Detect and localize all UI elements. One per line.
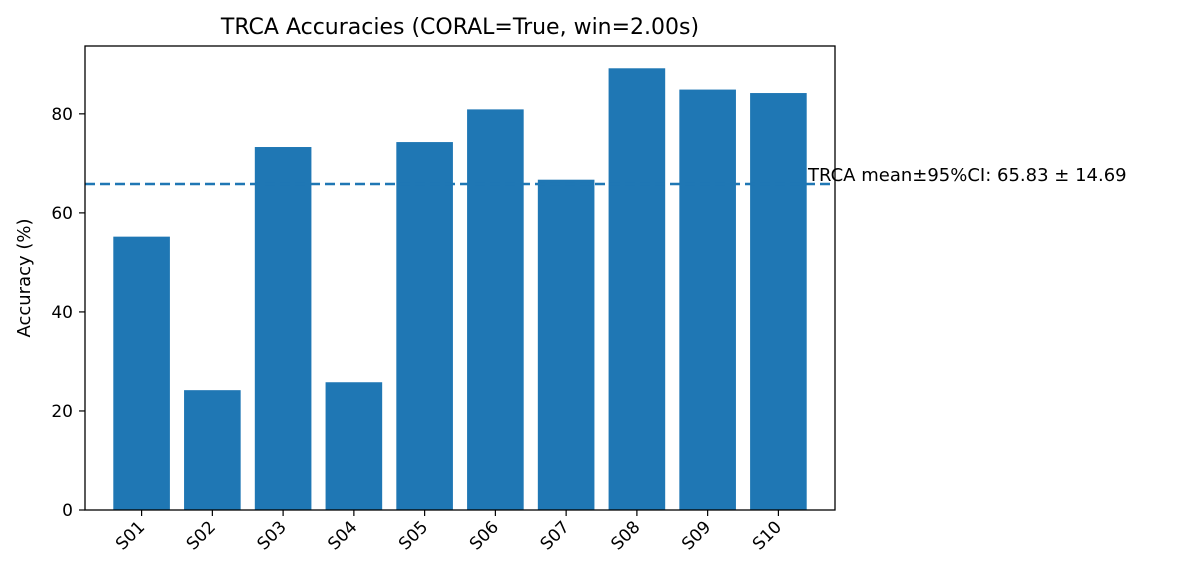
bar-s06	[467, 109, 524, 511]
bar-s05	[396, 142, 453, 510]
bar-s02	[184, 390, 241, 510]
bar-s04	[325, 382, 383, 510]
x-tick-label: S08	[607, 517, 644, 554]
y-tick-label: 0	[62, 501, 73, 521]
y-tick-label: 80	[51, 105, 73, 125]
x-tick-label: S04	[324, 517, 361, 554]
x-tick-label: S10	[749, 517, 786, 554]
x-tick-label: S02	[183, 517, 220, 554]
y-tick-label: 20	[51, 402, 73, 422]
x-tick-label: S09	[678, 517, 715, 554]
bars-group	[113, 68, 807, 511]
x-tick-label: S05	[395, 517, 432, 554]
bar-s03	[254, 147, 312, 511]
chart-title: TRCA Accuracies (CORAL=True, win=2.00s)	[220, 15, 699, 40]
bar-s07	[537, 179, 595, 510]
bar-s01	[113, 236, 170, 511]
x-tick-label: S06	[466, 517, 503, 554]
bar-s08	[608, 68, 666, 511]
y-tick-label: 60	[51, 204, 73, 224]
x-tick-label: S03	[254, 517, 291, 554]
x-tick-label: S01	[112, 517, 149, 554]
bar-s10	[750, 93, 807, 510]
plot-frame	[84, 45, 836, 511]
bar-s09	[679, 89, 736, 510]
y-axis-label: Accuracy (%)	[14, 218, 35, 337]
x-tick-label: S07	[537, 517, 574, 554]
y-tick-label: 40	[51, 303, 73, 323]
mean-line-label: TRCA mean±95%CI: 65.83 ± 14.69	[807, 165, 1127, 186]
